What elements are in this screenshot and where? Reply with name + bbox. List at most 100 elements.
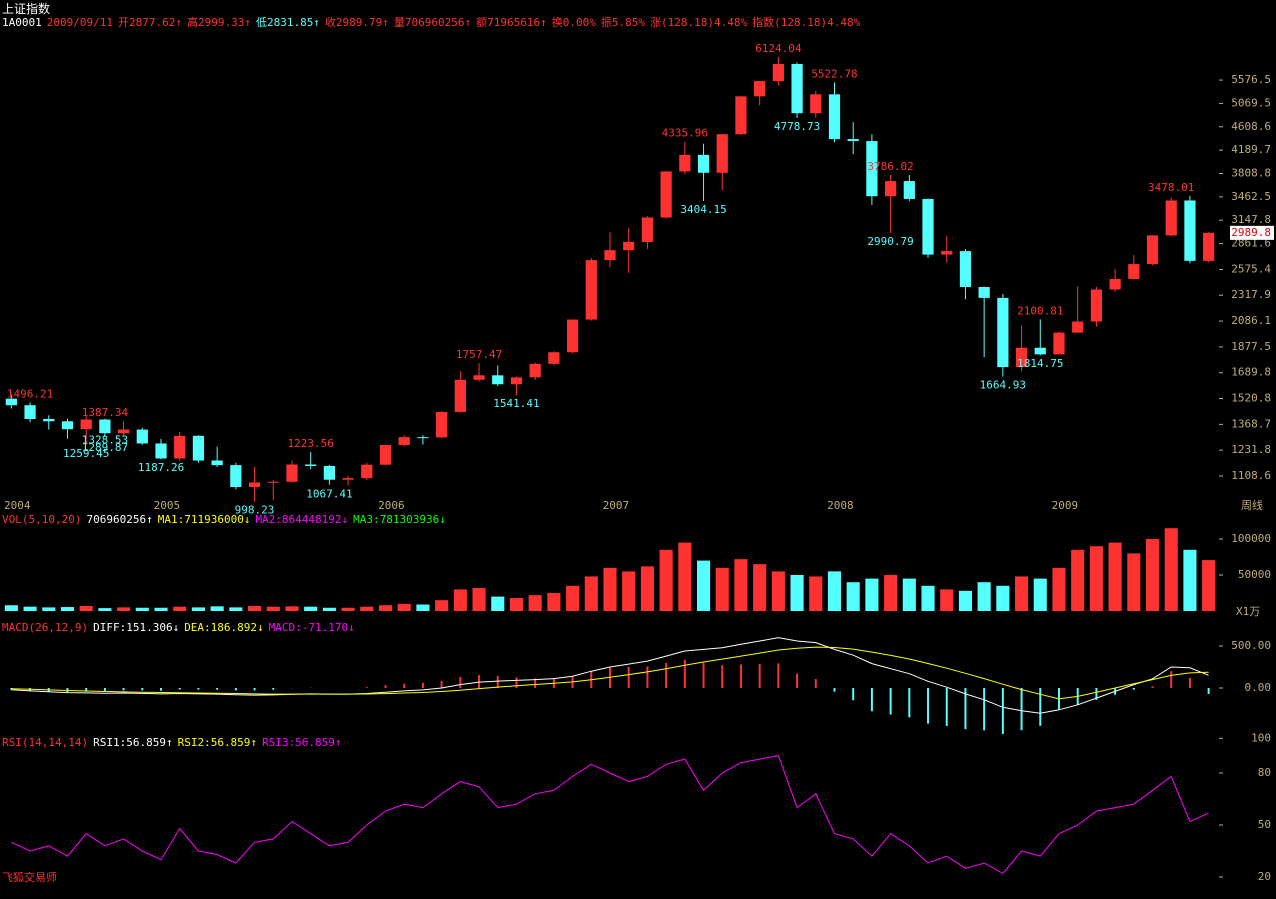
y-tick-label: 1520.8 (1231, 392, 1271, 405)
candle-body (735, 96, 747, 135)
candle-body (80, 419, 92, 430)
volume-bar (640, 566, 654, 611)
legend-item: RSI(14,14,14) (2, 736, 89, 749)
candle-body (1109, 278, 1121, 290)
volume-bar (996, 585, 1010, 611)
volume-bar (1089, 546, 1103, 611)
volume-bar (865, 578, 879, 611)
volume-bar (528, 595, 542, 611)
volume-bar (1033, 578, 1047, 611)
volume-bar (416, 604, 430, 611)
candle-body (211, 460, 223, 466)
candle-body (174, 435, 186, 459)
volume-bar (98, 608, 112, 611)
volume-bar (902, 578, 916, 611)
y-tick-label: 4608.6 (1231, 120, 1271, 133)
volume-bar (771, 571, 785, 611)
volume-bar (435, 600, 449, 611)
volume-bar (472, 587, 486, 611)
candle-body (978, 287, 990, 298)
volume-bar (210, 606, 224, 611)
candle-body (305, 464, 317, 466)
macd-legend: MACD(26,12,9) DIFF:151.306↓ DEA:186.892↓ MA… (2, 621, 360, 634)
volume-bar (23, 606, 37, 611)
legend-item: DIFF:151.306↓ (93, 621, 180, 634)
volume-bar (977, 582, 991, 611)
volume-bar (1202, 560, 1216, 611)
volume-bar (940, 589, 954, 611)
candle-body (641, 217, 654, 242)
candle-body (529, 363, 541, 378)
price-annotation: 1328.53 (82, 434, 128, 447)
price-annotation: 1664.93 (980, 378, 1026, 391)
price-annotation: 5522.78 (811, 67, 857, 80)
quote-item: 量706960256↑ (393, 16, 472, 29)
series-line (11, 646, 1209, 700)
y-tick-label: 20 (1258, 870, 1271, 883)
volume-bar (809, 576, 823, 611)
volume-bar (360, 606, 374, 611)
candle-body (192, 435, 205, 461)
price-annotation: 1289.87 (82, 441, 128, 454)
candle-body (398, 437, 410, 446)
candle-body (99, 419, 111, 434)
y-tick-label: 4189.7 (1231, 143, 1271, 156)
quote-item: 振5.85% (600, 16, 646, 29)
volume-bar (696, 560, 711, 611)
series-line (11, 755, 1209, 875)
volume-bar (1052, 567, 1066, 611)
volume-bar (566, 585, 580, 611)
candle-body (791, 64, 803, 114)
volume-bar (603, 567, 617, 611)
candle-body (941, 251, 953, 255)
candle-body (585, 260, 597, 320)
candle-body (548, 352, 560, 364)
candle-body (1146, 235, 1159, 265)
volume-bar (827, 571, 842, 611)
y-tick-label: 2086.1 (1231, 314, 1271, 327)
candle-body (136, 429, 148, 444)
price-annotation: 3786.02 (867, 160, 913, 173)
candle-body (323, 465, 335, 480)
candle-body (24, 405, 36, 419)
candle-body (342, 478, 354, 480)
candle-body (903, 181, 915, 199)
quote-item: 低2831.85↑ (255, 16, 320, 29)
price-annotation: 3404.15 (680, 203, 726, 216)
candle-body (866, 141, 878, 197)
price-annotation: 1757.47 (456, 348, 502, 361)
y-tick-label: 100 (1251, 731, 1271, 744)
volume-bar (846, 582, 860, 611)
unit-label: X1万 (1236, 605, 1260, 618)
volume-bar (1015, 576, 1029, 611)
candle-body (679, 154, 691, 172)
price-annotation: 998.23 (235, 504, 275, 517)
candle-body (1034, 347, 1046, 355)
candle-body (697, 154, 710, 173)
legend-item: RSI2:56.859↑ (177, 736, 258, 749)
candle-body (828, 94, 841, 140)
candle-body (5, 398, 17, 406)
x-tick-label: 2004 (4, 499, 31, 512)
volume-bar (154, 607, 168, 611)
chart-title: 上证指数 (2, 2, 51, 16)
price-annotation: 2990.79 (867, 235, 913, 248)
y-tick-label: 500.00 (1231, 639, 1271, 652)
volume-bar (659, 549, 673, 611)
price-annotation: 2100.81 (1017, 304, 1063, 317)
volume-bar (1108, 542, 1122, 611)
candle-body (286, 464, 298, 482)
price-annotation: 4335.96 (662, 127, 708, 140)
candle-body (155, 443, 167, 459)
candle-body (660, 171, 672, 218)
price-annotation: 1259.45 (63, 447, 109, 460)
candle-body (361, 464, 373, 479)
price-annotation: 3478.01 (1148, 181, 1194, 194)
candle-body (61, 421, 74, 430)
candle-body (1072, 321, 1084, 333)
volume-bar (1145, 539, 1160, 611)
x-tick-label: 2007 (603, 499, 630, 512)
legend-item: RSI1:56.859↑ (93, 736, 173, 749)
legend-item: MACD(26,12,9) (2, 621, 89, 634)
